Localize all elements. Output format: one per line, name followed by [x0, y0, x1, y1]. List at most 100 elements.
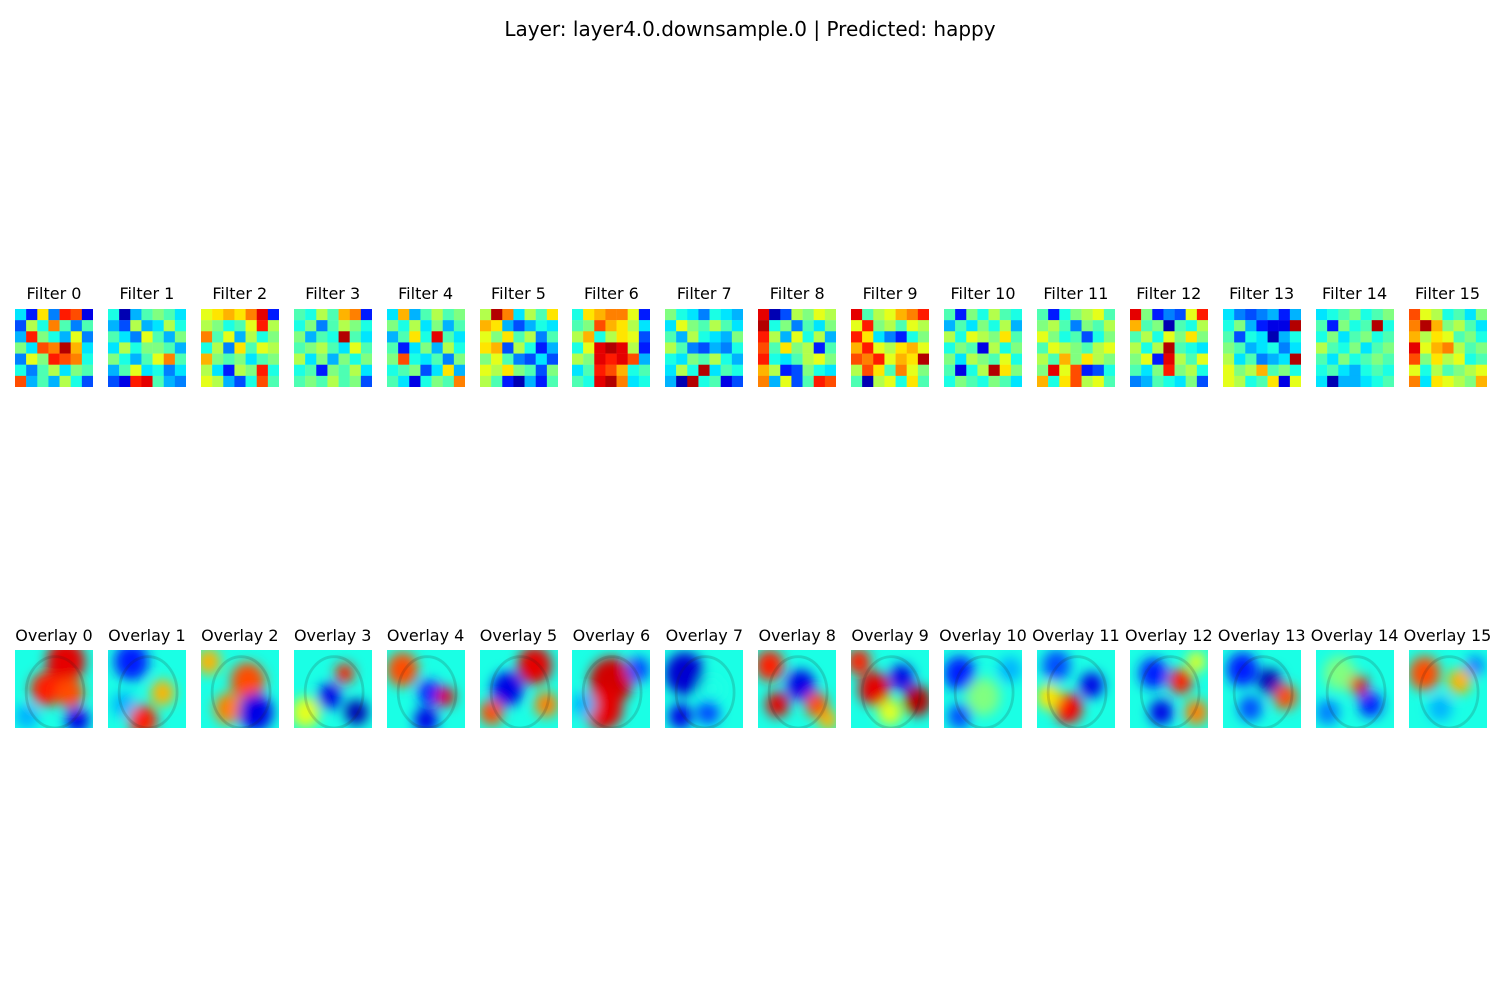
filter-title: Filter 7 — [676, 284, 732, 303]
heatmap-cell — [676, 342, 688, 354]
heatmap-cell — [152, 320, 164, 332]
heatmap-cell — [791, 309, 803, 321]
face-outline — [582, 655, 643, 728]
heatmap-cell — [1475, 353, 1487, 365]
heatmap-cell — [349, 309, 361, 321]
heatmap-cell — [1233, 320, 1246, 332]
heatmap-cell — [895, 331, 908, 343]
overlay-title: Overlay 10 — [939, 626, 1027, 645]
filter-heatmap — [293, 309, 372, 387]
heatmap-cell — [1036, 353, 1049, 365]
heatmap-cell — [338, 342, 350, 354]
heatmap-cell — [245, 353, 257, 365]
heatmap-cell — [999, 342, 1012, 354]
heatmap-cell — [37, 309, 49, 321]
heatmap-cell — [1163, 309, 1175, 321]
heatmap-cell — [304, 353, 317, 365]
heatmap-cell — [999, 331, 1012, 343]
heatmap-cell — [884, 364, 896, 377]
heatmap-cell — [152, 309, 164, 321]
heatmap-cell — [895, 353, 908, 365]
heatmap-cell — [1289, 309, 1301, 321]
heatmap-cell — [420, 353, 432, 365]
heatmap-cell — [327, 320, 339, 332]
heatmap-cell — [349, 353, 361, 365]
heatmap-cell — [802, 364, 815, 377]
heatmap-cell — [223, 342, 235, 354]
heatmap-cell — [1441, 342, 1454, 354]
heatmap-cell — [1163, 375, 1175, 387]
heatmap-cell — [386, 309, 398, 321]
heatmap-cell — [512, 320, 525, 332]
heatmap-cell — [70, 342, 83, 354]
heatmap-cell — [583, 309, 595, 321]
heatmap-cell — [966, 353, 978, 365]
heatmap-cell — [1036, 320, 1049, 332]
activation-blob — [1349, 674, 1368, 696]
heatmap-cell — [1315, 342, 1327, 354]
activation-blob — [1186, 651, 1206, 672]
activation-blob — [758, 650, 784, 682]
activation-blob — [317, 683, 341, 710]
heatmap-cell — [966, 320, 978, 332]
heatmap-cell — [293, 375, 306, 387]
heatmap-cell — [256, 364, 268, 377]
heatmap-cell — [594, 364, 607, 377]
heatmap-cell — [732, 342, 744, 354]
heatmap-cell — [1408, 309, 1420, 321]
heatmap-cell — [721, 309, 733, 321]
heatmap-cell — [360, 331, 372, 343]
heatmap-cell — [665, 353, 677, 365]
heatmap-cell — [1233, 353, 1246, 365]
heatmap-cell — [1360, 309, 1372, 321]
heatmap-cell — [851, 320, 863, 332]
heatmap-cell — [944, 353, 956, 365]
heatmap-cell — [546, 375, 558, 387]
heatmap-cell — [15, 331, 27, 343]
heatmap-cell — [490, 364, 503, 377]
heatmap-cell — [397, 364, 410, 377]
heatmap-cell — [397, 309, 410, 321]
heatmap-cell — [293, 309, 306, 321]
heatmap-cell — [234, 353, 246, 365]
heatmap-cell — [791, 320, 803, 332]
heatmap-cell — [211, 353, 224, 365]
heatmap-cell — [1103, 309, 1115, 321]
heatmap-cell — [676, 364, 688, 377]
heatmap-cell — [1174, 375, 1186, 387]
heatmap-cell — [944, 320, 956, 332]
heatmap-cell — [895, 320, 908, 332]
activation-blob — [30, 671, 62, 707]
heatmap-cell — [758, 375, 770, 387]
heatmap-cell — [245, 309, 257, 321]
heatmap-cell — [267, 375, 279, 387]
heatmap-cell — [163, 375, 175, 387]
activation-blob — [1139, 657, 1168, 689]
heatmap-cell — [479, 331, 491, 343]
activation-blob — [1036, 683, 1061, 710]
heatmap-cell — [1419, 320, 1432, 332]
heatmap-cell — [1337, 320, 1350, 332]
heatmap-cell — [293, 320, 306, 332]
heatmap-cell — [698, 353, 711, 365]
heatmap-cell — [1222, 353, 1235, 365]
heatmap-cell — [223, 309, 235, 321]
heatmap-cell — [81, 309, 93, 321]
heatmap-cell — [315, 364, 328, 377]
heatmap-cell — [1185, 309, 1197, 321]
heatmap-cell — [1360, 320, 1372, 332]
heatmap-cell — [1441, 353, 1454, 365]
heatmap-cell — [1070, 342, 1082, 354]
heatmap-cell — [825, 353, 837, 365]
heatmap-cell — [163, 342, 175, 354]
heatmap-cell — [70, 364, 83, 377]
heatmap-cell — [107, 375, 120, 387]
heatmap-cell — [1278, 375, 1290, 387]
filter-svg — [944, 309, 1022, 387]
heatmap-cell — [141, 331, 153, 343]
heatmap-cell — [884, 309, 896, 321]
heatmap-cell — [1163, 353, 1175, 365]
heatmap-cell — [535, 353, 547, 365]
heatmap-cell — [825, 320, 837, 332]
heatmap-cell — [1081, 375, 1093, 387]
